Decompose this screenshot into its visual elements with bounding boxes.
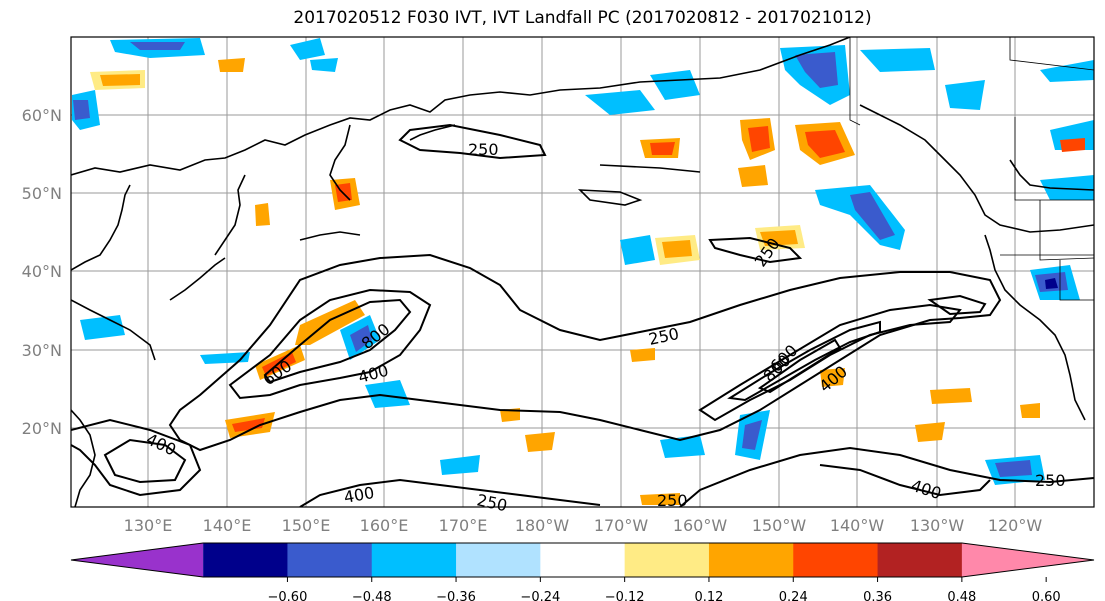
colorbar-tick-label: −0.60 xyxy=(268,590,308,601)
lon-label: 150°W xyxy=(752,516,807,535)
lon-label: 170°E xyxy=(439,516,488,535)
ivt-contours xyxy=(71,123,1094,507)
colorbar-tick-label: 0.12 xyxy=(694,590,723,601)
lat-label: 30°N xyxy=(22,341,62,360)
lat-label: 50°N xyxy=(22,184,62,203)
negative-anomaly-shading xyxy=(72,38,1094,485)
colorbar-swatch xyxy=(877,543,963,577)
colorbar-swatch xyxy=(371,543,457,577)
map-title: 2017020512 F030 IVT, IVT Landfall PC (20… xyxy=(293,8,872,28)
coastlines xyxy=(71,37,1094,507)
colorbar-tick-label: 0.36 xyxy=(863,590,892,601)
colorbar-tick-label: −0.24 xyxy=(520,590,560,601)
colorbar-tick-label: 0.60 xyxy=(1032,590,1061,601)
colorbar-swatch xyxy=(456,543,541,577)
lat-label: 20°N xyxy=(22,419,62,438)
colorbar-outline xyxy=(70,542,1095,578)
colorbar-swatch xyxy=(708,543,794,577)
contour-label: 250 xyxy=(1035,471,1066,490)
lon-labels: 130°E 140°E 150°E 160°E 170°E 180°W 170°… xyxy=(124,516,1043,535)
lon-label: 150°E xyxy=(282,516,331,535)
colorbar-swatch xyxy=(540,543,626,577)
lon-label: 130°E xyxy=(124,516,173,535)
colorbar-tick-label: 0.48 xyxy=(947,590,976,601)
contour-label: 250 xyxy=(657,491,688,510)
colorbar-swatch xyxy=(203,543,288,577)
colorbar-extension-min xyxy=(71,543,204,577)
colorbar-tick-label: −0.12 xyxy=(605,590,645,601)
colorbar-swatch xyxy=(287,543,373,577)
lon-label: 170°W xyxy=(594,516,649,535)
lat-label: 40°N xyxy=(22,262,62,281)
lon-label: 140°E xyxy=(203,516,252,535)
lon-label: 160°E xyxy=(360,516,409,535)
colorbar-swatch xyxy=(793,543,879,577)
colorbar-tick-label: 0.24 xyxy=(779,590,808,601)
colorbar: −0.60 −0.48 −0.36 −0.24 −0.12 0.12 0.24 0.36 0.4… xyxy=(70,542,1095,601)
colorbar-extension-max xyxy=(961,543,1094,577)
lat-label: 60°N xyxy=(22,106,62,125)
lat-labels: 60°N 50°N 40°N 30°N 20°N xyxy=(22,106,62,438)
lon-label: 160°W xyxy=(673,516,728,535)
lon-label: 130°W xyxy=(910,516,965,535)
contour-label: 250 xyxy=(468,140,499,159)
borders xyxy=(849,37,1094,301)
map-frame xyxy=(70,36,1095,508)
lon-label: 140°W xyxy=(830,516,885,535)
colorbar-tick-label: −0.48 xyxy=(352,590,392,601)
lon-label: 120°W xyxy=(988,516,1043,535)
colorbar-swatch xyxy=(624,543,710,577)
colorbar-tick-label: −0.36 xyxy=(436,590,476,601)
lon-label: 180°W xyxy=(515,516,570,535)
